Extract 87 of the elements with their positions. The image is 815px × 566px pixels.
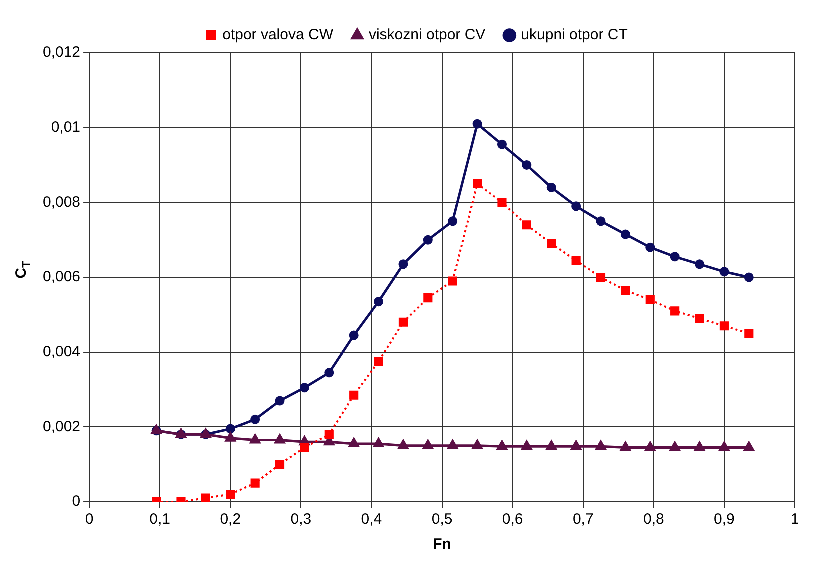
point: [522, 440, 532, 450]
x-tick-label: 0,4: [361, 511, 382, 528]
point: [398, 260, 408, 270]
point: [350, 390, 359, 400]
point: [250, 478, 260, 488]
point: [275, 396, 285, 406]
point: [201, 494, 210, 502]
point: [498, 198, 507, 208]
point: [522, 220, 532, 230]
point: [546, 182, 556, 192]
point: [720, 267, 730, 277]
point: [226, 424, 236, 434]
point: [274, 434, 286, 444]
point: [473, 179, 482, 188]
point: [226, 490, 236, 500]
y-tick-label: 0,006: [42, 268, 81, 286]
point: [695, 260, 705, 270]
point: [670, 442, 680, 452]
y-tick-label: 0,01: [51, 118, 81, 136]
point: [522, 160, 532, 170]
point: [349, 330, 359, 340]
point: [374, 357, 384, 366]
point: [472, 440, 483, 450]
point: [572, 256, 581, 266]
point: [547, 239, 556, 248]
point: [497, 140, 507, 150]
point: [596, 272, 606, 282]
point: [348, 438, 360, 448]
point: [374, 438, 384, 448]
x-tick-label: 0,2: [220, 511, 242, 528]
point: [250, 434, 260, 444]
x-tick-label: 0: [85, 511, 94, 528]
point: [719, 442, 730, 452]
point: [448, 216, 458, 226]
point: [423, 440, 434, 450]
point: [670, 306, 680, 316]
point: [225, 432, 236, 442]
legend-label: ukupni otpor CT: [521, 26, 628, 44]
x-tick-label: 0,9: [714, 511, 735, 528]
point: [546, 440, 557, 450]
point: [596, 440, 606, 450]
point: [472, 119, 482, 129]
point: [720, 322, 729, 331]
point: [398, 318, 408, 327]
legend-label: viskozni otpor CV: [368, 26, 486, 44]
point: [620, 442, 631, 452]
point: [497, 440, 508, 450]
x-tick-label: 0,3: [290, 511, 312, 528]
point: [300, 443, 310, 452]
point: [572, 202, 582, 212]
point: [744, 272, 754, 282]
y-tick-label: 0,012: [42, 44, 81, 62]
x-tick-label: 0,7: [572, 511, 594, 528]
x-tick-label: 0,5: [432, 511, 453, 528]
legend-label: otpor valova CW: [222, 26, 334, 44]
x-tick-label: 0,8: [643, 511, 664, 528]
point: [744, 442, 754, 452]
y-tick-label: 0,002: [42, 418, 81, 436]
point: [695, 314, 704, 324]
point: [596, 216, 606, 226]
point: [424, 294, 433, 303]
point: [324, 430, 334, 440]
point: [448, 440, 458, 450]
x-tick-label: 1: [790, 511, 800, 528]
point: [398, 440, 409, 450]
point: [694, 442, 705, 452]
point: [275, 460, 285, 470]
point: [744, 329, 754, 338]
point: [646, 242, 656, 252]
point: [646, 295, 655, 304]
point: [423, 235, 433, 245]
point: [324, 368, 334, 378]
x-axis-title: Fn: [433, 536, 452, 554]
point: [374, 297, 384, 307]
y-tick-label: 0,004: [42, 343, 81, 360]
point: [300, 383, 310, 393]
y-tick-label: 0: [72, 493, 81, 510]
x-tick-label: 0,6: [502, 511, 524, 528]
point: [448, 276, 458, 286]
x-tick-label: 0,1: [150, 511, 171, 528]
point: [250, 414, 260, 424]
point: [670, 252, 680, 262]
point: [620, 230, 630, 240]
point: [621, 286, 630, 296]
y-tick-label: 0,008: [42, 194, 81, 211]
point: [571, 440, 582, 450]
point: [645, 442, 656, 452]
